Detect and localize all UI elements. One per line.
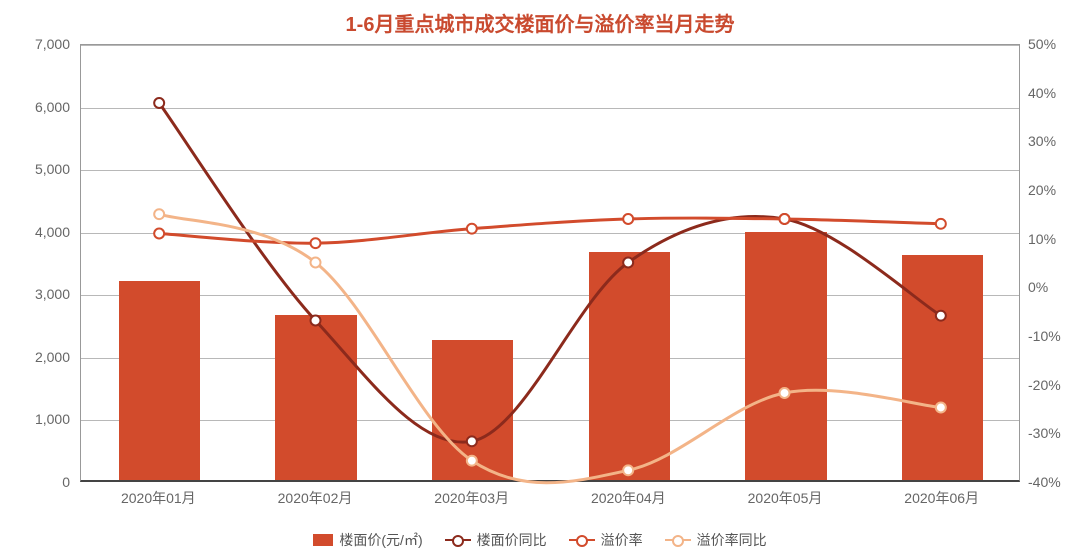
line-marker xyxy=(311,238,321,248)
y-left-tick-label: 0 xyxy=(0,474,70,490)
line-marker xyxy=(467,456,477,466)
line-marker xyxy=(467,436,477,446)
line-series xyxy=(159,214,941,483)
y-right-tick-label: 40% xyxy=(1028,85,1056,101)
y-right-tick-label: -30% xyxy=(1028,425,1061,441)
legend-label: 溢价率 xyxy=(601,530,643,550)
legend-swatch xyxy=(445,539,471,541)
y-right-tick-label: 30% xyxy=(1028,133,1056,149)
legend-label: 楼面价(元/㎡) xyxy=(339,530,422,550)
legend-swatch xyxy=(665,539,691,541)
legend-label: 溢价率同比 xyxy=(697,530,767,550)
y-right-tick-label: 50% xyxy=(1028,36,1056,52)
line-marker xyxy=(936,403,946,413)
y-left-tick-label: 1,000 xyxy=(0,411,70,427)
line-marker xyxy=(780,388,790,398)
line-marker xyxy=(154,229,164,239)
x-tick-label: 2020年06月 xyxy=(904,488,979,508)
legend-item: 楼面价同比 xyxy=(445,530,547,550)
chart-container: 1-6月重点城市成交楼面价与溢价率当月走势 0 1,000 2,000 3,000 4,… xyxy=(0,0,1080,560)
x-tick-label: 2020年03月 xyxy=(434,488,509,508)
x-tick-label: 2020年05月 xyxy=(748,488,823,508)
legend-item: 溢价率同比 xyxy=(665,530,767,550)
line-marker xyxy=(154,98,164,108)
legend-item: 溢价率 xyxy=(569,530,643,550)
line-marker xyxy=(311,258,321,268)
legend-swatch xyxy=(569,539,595,541)
plot-area xyxy=(80,44,1020,482)
y-right-tick-label: 0% xyxy=(1028,279,1048,295)
y-left-tick-label: 2,000 xyxy=(0,349,70,365)
y-right-tick-label: -40% xyxy=(1028,474,1061,490)
x-tick-label: 2020年01月 xyxy=(121,488,196,508)
legend-label: 楼面价同比 xyxy=(477,530,547,550)
y-left-tick-label: 7,000 xyxy=(0,36,70,52)
y-left-tick-label: 4,000 xyxy=(0,224,70,240)
line-marker xyxy=(780,214,790,224)
y-left-tick-label: 6,000 xyxy=(0,99,70,115)
line-marker xyxy=(467,224,477,234)
line-marker xyxy=(936,219,946,229)
legend-swatch xyxy=(313,534,333,546)
legend-item: 楼面价(元/㎡) xyxy=(313,530,422,550)
line-marker xyxy=(623,214,633,224)
chart-title: 1-6月重点城市成交楼面价与溢价率当月走势 xyxy=(0,0,1080,37)
y-right-tick-label: -10% xyxy=(1028,328,1061,344)
legend: 楼面价(元/㎡) 楼面价同比 溢价率 溢价率同比 xyxy=(0,530,1080,550)
line-marker xyxy=(154,209,164,219)
x-tick-label: 2020年04月 xyxy=(591,488,666,508)
line-marker xyxy=(936,311,946,321)
y-right-tick-label: 20% xyxy=(1028,182,1056,198)
y-left-tick-label: 3,000 xyxy=(0,286,70,302)
y-right-tick-label: -20% xyxy=(1028,377,1061,393)
lines-layer xyxy=(81,45,1019,480)
line-marker xyxy=(311,316,321,326)
x-tick-label: 2020年02月 xyxy=(278,488,353,508)
line-marker xyxy=(623,258,633,268)
y-right-tick-label: 10% xyxy=(1028,231,1056,247)
line-marker xyxy=(623,465,633,475)
y-left-tick-label: 5,000 xyxy=(0,161,70,177)
